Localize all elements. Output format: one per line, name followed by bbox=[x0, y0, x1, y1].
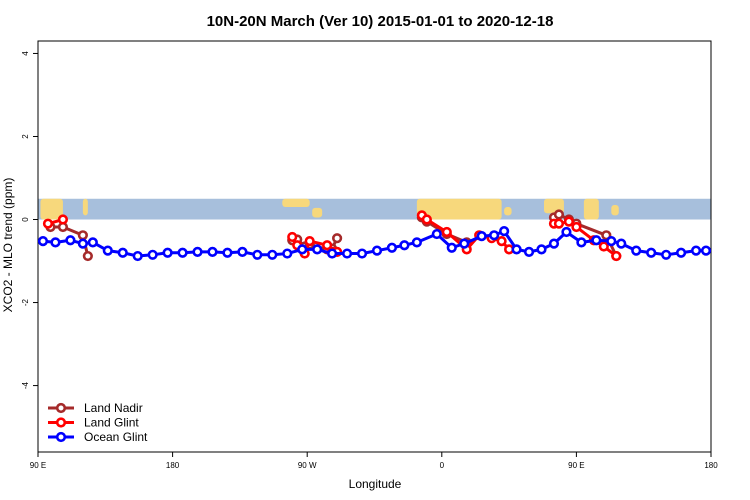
y-tick-label: -4 bbox=[21, 381, 30, 389]
y-tick-label: 4 bbox=[21, 51, 30, 56]
data-point-ocean-glint bbox=[548, 238, 560, 249]
data-point-ocean-glint bbox=[499, 226, 510, 237]
data-point-ocean-glint bbox=[431, 228, 442, 240]
legend-label-land-glint: Land Glint bbox=[84, 416, 139, 430]
data-point-land-nadir bbox=[77, 230, 88, 241]
map-band-land bbox=[82, 198, 88, 216]
map-band-land bbox=[583, 198, 599, 220]
x-tick-label: 90 E bbox=[568, 461, 584, 470]
data-point-land-glint bbox=[598, 241, 609, 252]
x-tick-label: 90 W bbox=[298, 461, 317, 470]
data-point-ocean-glint bbox=[646, 247, 657, 258]
data-point-ocean-glint bbox=[536, 244, 547, 255]
legend-marker-land-nadir bbox=[55, 402, 67, 414]
y-tick-label: 0 bbox=[21, 217, 30, 222]
data-point-ocean-glint bbox=[616, 238, 627, 249]
data-point-land-nadir bbox=[553, 209, 565, 220]
x-tick-label: 0 bbox=[440, 461, 445, 470]
plot-frame bbox=[37, 40, 712, 453]
x-axis-label: Longitude bbox=[349, 477, 402, 491]
data-point-ocean-glint bbox=[222, 247, 233, 258]
data-point-ocean-glint bbox=[207, 246, 218, 257]
legend-marker-land-glint bbox=[55, 417, 67, 428]
data-point-ocean-glint bbox=[147, 249, 158, 260]
data-point-ocean-glint bbox=[312, 244, 323, 255]
series-ocean-glint bbox=[37, 226, 712, 262]
data-point-ocean-glint bbox=[132, 250, 143, 262]
data-point-land-glint bbox=[57, 214, 69, 225]
y-tick-label: 2 bbox=[21, 134, 30, 139]
map-band-land bbox=[312, 207, 323, 218]
y-tick-label: -2 bbox=[21, 298, 30, 306]
plot-area: 90 E 180 90 W 0 90 E 180 -4 -2 0 2 4 bbox=[21, 40, 718, 470]
data-point-ocean-glint bbox=[411, 237, 422, 248]
chart-title: 10N-20N March (Ver 10) 2015-01-01 to 202… bbox=[207, 13, 554, 30]
data-point-land-glint bbox=[42, 218, 54, 229]
data-point-ocean-glint bbox=[50, 237, 61, 248]
data-point-ocean-glint bbox=[162, 247, 173, 258]
map-band-land bbox=[282, 198, 310, 208]
legend-marker-ocean-glint bbox=[55, 431, 67, 443]
data-point-ocean-glint bbox=[576, 237, 587, 248]
legend-label-ocean-glint: Ocean Glint bbox=[84, 430, 148, 444]
data-point-ocean-glint bbox=[561, 226, 572, 238]
data-point-ocean-glint bbox=[77, 238, 88, 249]
data-point-ocean-glint bbox=[252, 249, 263, 260]
data-point-land-glint bbox=[611, 250, 622, 262]
data-point-ocean-glint bbox=[489, 230, 500, 241]
data-point-ocean-glint bbox=[459, 238, 470, 249]
data-point-ocean-glint bbox=[237, 246, 248, 257]
data-point-ocean-glint bbox=[65, 235, 76, 246]
y-axis-label: XCO2 - MLO trend (ppm) bbox=[1, 178, 15, 313]
data-point-ocean-glint bbox=[661, 249, 672, 260]
legend-label-land-nadir: Land Nadir bbox=[84, 401, 143, 415]
data-point-ocean-glint bbox=[511, 244, 522, 255]
data-point-ocean-glint bbox=[371, 245, 383, 256]
data-point-ocean-glint bbox=[399, 240, 410, 251]
data-point-land-glint bbox=[571, 221, 582, 233]
data-point-ocean-glint bbox=[675, 247, 687, 258]
data-point-land-glint bbox=[304, 236, 315, 247]
data-point-ocean-glint bbox=[341, 248, 353, 259]
data-point-ocean-glint bbox=[177, 247, 188, 258]
data-point-land-glint bbox=[496, 236, 507, 247]
data-point-ocean-glint bbox=[282, 248, 293, 259]
data-point-land-glint bbox=[287, 231, 298, 243]
data-point-ocean-glint bbox=[591, 235, 602, 246]
data-point-ocean-glint bbox=[102, 245, 113, 256]
data-point-ocean-glint bbox=[327, 248, 338, 259]
data-point-ocean-glint bbox=[87, 237, 98, 248]
data-point-ocean-glint bbox=[356, 248, 368, 259]
data-point-land-nadir bbox=[82, 250, 93, 262]
map-band-land bbox=[504, 207, 512, 216]
map-band-land bbox=[416, 198, 502, 220]
data-point-land-glint bbox=[553, 218, 565, 229]
data-point-ocean-glint bbox=[267, 249, 278, 260]
x-tick-label: 180 bbox=[166, 461, 180, 470]
map-band-land bbox=[611, 204, 619, 216]
data-point-ocean-glint bbox=[700, 245, 712, 256]
data-point-ocean-glint bbox=[192, 246, 203, 257]
data-point-ocean-glint bbox=[606, 236, 617, 247]
data-point-land-glint bbox=[563, 216, 575, 227]
data-point-ocean-glint bbox=[690, 245, 702, 256]
x-tick-label: 90 E bbox=[30, 461, 46, 470]
data-point-ocean-glint bbox=[446, 242, 457, 253]
data-point-land-nadir bbox=[332, 233, 343, 244]
data-point-ocean-glint bbox=[631, 245, 642, 256]
map-band-ocean bbox=[38, 198, 711, 220]
data-point-ocean-glint bbox=[476, 231, 487, 242]
data-point-ocean-glint bbox=[297, 244, 308, 255]
data-point-land-glint bbox=[421, 214, 432, 225]
data-point-ocean-glint bbox=[386, 242, 398, 253]
data-point-land-glint bbox=[441, 226, 452, 238]
map-band-land bbox=[40, 198, 63, 220]
data-point-ocean-glint bbox=[523, 246, 535, 257]
x-tick-label: 180 bbox=[704, 461, 718, 470]
data-point-ocean-glint bbox=[37, 236, 49, 247]
data-point-land-glint bbox=[322, 240, 333, 251]
data-point-ocean-glint bbox=[117, 247, 128, 258]
